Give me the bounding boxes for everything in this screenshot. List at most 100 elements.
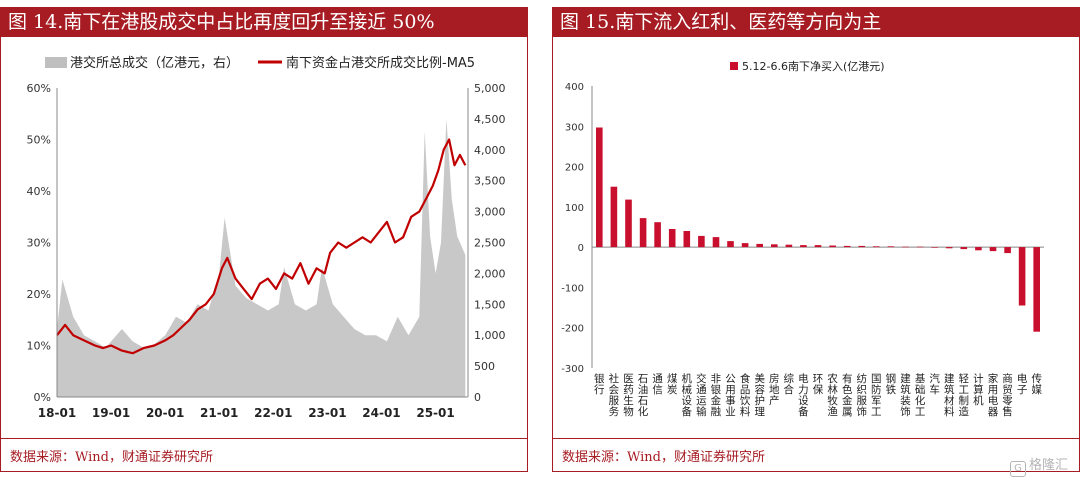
bar (916, 246, 924, 248)
ratio-line (56, 138, 467, 355)
bar (858, 245, 866, 248)
x-tick-label: 24-01 (362, 406, 400, 420)
watermark: G 格隆汇 (1009, 454, 1068, 477)
bar (960, 247, 968, 250)
category-label: 商贸零售 (1002, 372, 1013, 418)
watermark-text: 格隆汇 (1028, 458, 1068, 473)
right-chart: 5.12-6.6南下净买入(亿港元) 400 300 200 100 0 -100 -200… (561, 59, 1044, 418)
bar (873, 246, 880, 248)
left-legend: 港交所总成交（亿港元，右） 南下资金占港交所成交比例-MA5 (45, 55, 475, 71)
bar (639, 218, 647, 248)
x-tick-label: 18-01 (38, 406, 76, 420)
left-chart: 港交所总成交（亿港元，右） 南下资金占港交所成交比例-MA5 0% 10% 20% 3… (27, 55, 506, 420)
bar (610, 186, 618, 248)
category-label: 机械设备 (682, 372, 693, 418)
category-label: 公用事业 (725, 373, 736, 418)
right-y-tick-label: 300 (565, 122, 584, 133)
bar (712, 237, 720, 248)
bar (843, 245, 851, 248)
bar (1018, 247, 1026, 306)
legend-netbuy-swatch (730, 62, 738, 70)
bar (887, 246, 895, 248)
bar (945, 247, 953, 249)
left-y-tick-label: 50% (27, 134, 51, 147)
bar (785, 244, 793, 248)
bar (741, 243, 749, 248)
legend-ratio-label: 南下资金占港交所成交比例-MA5 (286, 55, 475, 71)
bar (829, 245, 836, 248)
left-y-tick-label: 0% (34, 391, 51, 404)
right-y-tick-label: 3,000 (474, 206, 506, 219)
left-frame-left (0, 37, 1, 472)
right-y-tick-label: 3,500 (474, 175, 506, 188)
category-label: 电力设备 (798, 372, 809, 418)
right-source-divider (552, 438, 1080, 439)
right-y-tick-label: 500 (474, 360, 495, 373)
bar (654, 222, 661, 248)
bar (625, 199, 632, 248)
legend-netbuy-label: 5.12-6.6南下净买入(亿港元) (742, 59, 885, 73)
category-label: 综合 (784, 372, 795, 396)
right-plot-area: 400 300 200 100 0 -100 -200 -300 银行社会服务医药生物石油石化通… (561, 82, 1044, 418)
bar (989, 247, 997, 252)
left-frame-right (527, 37, 528, 472)
left-frame-bottom (0, 471, 528, 472)
right-y-tick-label: 0 (474, 391, 481, 404)
category-label: 交通运输 (696, 372, 707, 418)
bar (683, 231, 691, 248)
right-y-tick-label: 0 (578, 243, 584, 254)
right-y-tick-label: 4,500 (474, 113, 506, 126)
right-title: 图 15.南下流入红利、医药等方向为主 (560, 11, 882, 33)
category-label: 银行 (594, 372, 605, 396)
category-label: 有色金属 (842, 372, 853, 418)
category-label: 基础化工 (915, 372, 926, 418)
category-label: 计算机 (973, 372, 984, 407)
bar (756, 243, 763, 248)
right-y-tick-label: 100 (565, 203, 584, 214)
x-tick-label: 23-01 (308, 406, 346, 420)
right-panel: 图 15.南下流入红利、医药等方向为主 5.12-6.6南下净买入(亿港元) 4… (552, 0, 1080, 481)
category-label: 房地产 (769, 372, 780, 407)
left-title-bar: 图 14.南下在港股成交中占比再度回升至接近 50% (0, 7, 528, 37)
right-y-tick-label: 2,500 (474, 237, 506, 250)
bar (814, 245, 822, 248)
left-y-tick-label: 30% (27, 237, 51, 250)
category-label: 煤炭 (667, 372, 678, 396)
category-label: 非银金融 (711, 373, 722, 418)
category-label: 轻工制造 (959, 372, 970, 418)
right-y-tick-label: 2,000 (474, 267, 506, 280)
category-label: 家用电器 (988, 372, 999, 418)
bar (596, 127, 603, 248)
bar (975, 247, 982, 251)
left-source: 数据来源：Wind，财通证券研究所 (10, 450, 213, 465)
bar (931, 247, 938, 248)
category-label: 医药生物 (623, 373, 634, 418)
left-title: 图 14.南下在港股成交中占比再度回升至接近 50% (8, 11, 435, 33)
category-label: 农林牧渔 (827, 372, 838, 418)
left-y-tick-label: 40% (27, 185, 51, 198)
turnover-area (57, 118, 466, 398)
x-tick-label: 21-01 (200, 406, 238, 420)
category-label: 钢铁 (886, 372, 897, 396)
category-label: 建筑装饰 (900, 372, 911, 418)
category-label: 纺织服饰 (856, 372, 867, 418)
category-label: 传媒 (1031, 373, 1042, 396)
category-label: 美容护理 (754, 372, 765, 418)
right-source: 数据来源：Wind，财通证券研究所 (562, 450, 765, 465)
left-y-tick-label: 20% (27, 288, 51, 301)
right-y-tick-label: 1,500 (474, 298, 506, 311)
right-y-tick-label: 4,000 (474, 144, 506, 157)
bar (698, 235, 705, 248)
x-tick-label: 22-01 (254, 406, 292, 420)
legend-turnover-swatch (45, 57, 67, 68)
category-label: 电子 (1017, 372, 1028, 396)
bar (727, 241, 734, 248)
legend-turnover-label: 港交所总成交（亿港元，右） (70, 55, 239, 71)
category-label: 建筑材料 (944, 372, 955, 418)
right-y-tick-label: 5,000 (474, 82, 506, 95)
category-label: 通信 (652, 373, 663, 396)
left-y-tick-label: 10% (27, 340, 51, 353)
x-tick-label: 25-01 (416, 406, 454, 420)
x-tick-label: 19-01 (92, 406, 130, 420)
right-title-bar: 图 15.南下流入红利、医药等方向为主 (552, 7, 1080, 37)
